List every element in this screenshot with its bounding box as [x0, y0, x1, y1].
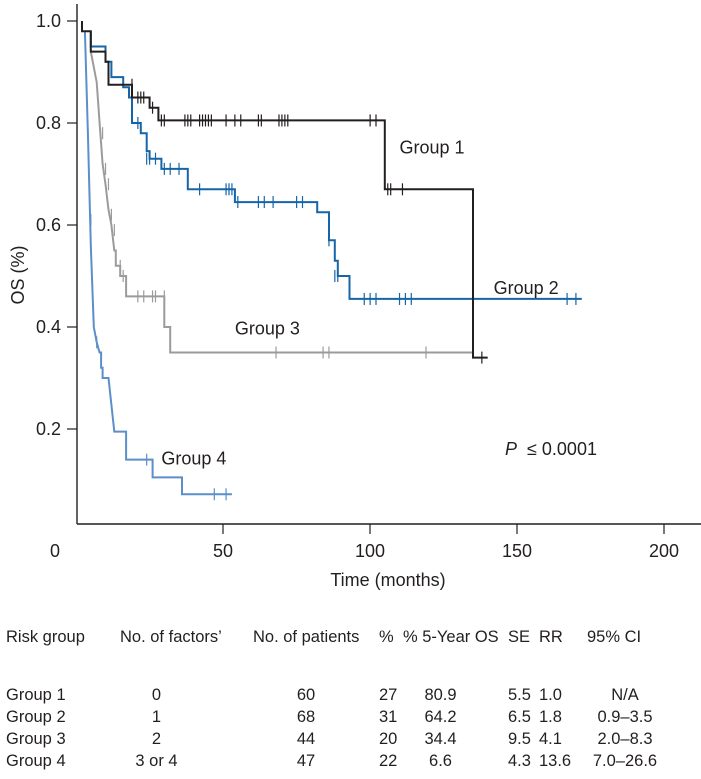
table-cell: 20: [379, 730, 398, 748]
col-header-se: SE: [508, 628, 531, 646]
y-tick-label: 0.8: [36, 113, 61, 133]
table-cell: 9.5: [508, 730, 531, 748]
table-cell: N/A: [611, 686, 639, 704]
table-cell: 1.0: [539, 686, 562, 704]
risk-group-table: Risk group No. of factors’ No. of patien…: [6, 626, 677, 772]
y-axis-title: OS (%): [8, 245, 28, 304]
x-tick-label: 150: [502, 541, 532, 561]
table-row: Group 2 1 68 31 64.2 6.5 1.8 0.9–3.5: [6, 706, 677, 728]
col-header-risk-group: Risk group: [6, 628, 85, 646]
table-header-row: Risk group No. of factors’ No. of patien…: [6, 626, 677, 654]
table-cell: 0: [151, 686, 162, 704]
table-cell: 2.0–8.3: [597, 730, 653, 748]
km-survival-chart: 0.20.40.60.81.0 0 50 100 150 200 Group 3Grou…: [8, 4, 701, 590]
col-header-ci: 95% CI: [587, 628, 642, 646]
x-tick-label: 100: [355, 541, 385, 561]
x-tick-label: 200: [649, 541, 679, 561]
survival-curve: [83, 31, 232, 496]
p-symbol: P: [505, 439, 517, 459]
table-cell: 2: [151, 730, 162, 748]
y-ticks: 0.2 0.4 0.6 0.8 1.0: [36, 11, 77, 439]
p-value-annotation: P ≤ 0.0001: [505, 439, 597, 459]
table-cell: 4.3: [508, 752, 531, 770]
group-label: Group 2: [494, 278, 559, 298]
table-cell: 7.0–26.6: [592, 752, 658, 770]
table-row: Group 1 0 60 27 80.9 5.5 1.0 N/A: [6, 684, 677, 706]
survival-curve: [81, 21, 488, 359]
y-tick-label: 0.6: [36, 215, 61, 235]
series-group-2: [89, 31, 582, 305]
table-cell: 64.2: [424, 708, 457, 726]
y-tick-label: 0.4: [36, 317, 61, 337]
x-axis-title: Time (months): [330, 570, 445, 590]
col-header-rr: RR: [539, 628, 563, 646]
table-cell: 13.6: [539, 752, 572, 770]
table-cell: 5.5: [508, 686, 531, 704]
series-group-3: [89, 51, 473, 359]
col-header-5yr-os: % 5-Year OS: [403, 628, 499, 646]
table-cell: 6.5: [508, 708, 531, 726]
table-row: Group 4 3 or 4 47 22 6.6 4.3 13.6 7.0–26.6: [6, 750, 677, 772]
y-tick-label: 0.2: [36, 419, 61, 439]
table-cell: 47: [296, 752, 316, 770]
axes: [76, 4, 701, 525]
table-cell: 1.8: [539, 708, 562, 726]
table-cell: Group 4: [6, 752, 66, 770]
col-header-factors: No. of factors’: [120, 628, 222, 646]
table-cell: 34.4: [424, 730, 457, 748]
group-label: Group 4: [161, 449, 226, 469]
table-cell: 1: [151, 708, 162, 726]
series-group-1: [81, 21, 488, 364]
table-cell: 44: [296, 730, 316, 748]
x-ticks: 0 50 100 150 200: [50, 524, 679, 561]
table-cell: Group 2: [6, 708, 66, 726]
col-header-patients: No. of patients: [253, 628, 360, 646]
table-cell: Group 1: [6, 686, 66, 704]
table-cell: 68: [296, 708, 316, 726]
table-cell: 80.9: [424, 686, 457, 704]
table-body: Group 1 0 60 27 80.9 5.5 1.0 N/A Group 2 1 68 31 64.…: [6, 654, 677, 772]
table-cell: 0.9–3.5: [597, 708, 653, 726]
table-cell: 3 or 4: [135, 752, 178, 770]
y-tick-label: 1.0: [36, 11, 61, 31]
series-group-4: [83, 31, 232, 501]
survival-curve: [89, 51, 473, 354]
x-tick-label: 0: [50, 541, 60, 561]
x-tick-label: 50: [213, 541, 233, 561]
survival-curves: Group 3 Group 4 Group 2 Group 1: [81, 21, 582, 501]
table-cell: 60: [296, 686, 316, 704]
table-cell: 4.1: [539, 730, 562, 748]
p-value-text: ≤ 0.0001: [527, 439, 597, 459]
group-label: Group 1: [400, 138, 465, 158]
table-cell: 6.6: [429, 752, 452, 770]
table-cell: Group 3: [6, 730, 66, 748]
group-label: Group 3: [235, 319, 300, 339]
table-cell: 22: [379, 752, 398, 770]
col-header-percent: %: [379, 628, 394, 646]
table-row: Group 3 2 44 20 34.4 9.5 4.1 2.0–8.3: [6, 728, 677, 750]
table-cell: 31: [379, 708, 398, 726]
table-cell: 27: [379, 686, 398, 704]
